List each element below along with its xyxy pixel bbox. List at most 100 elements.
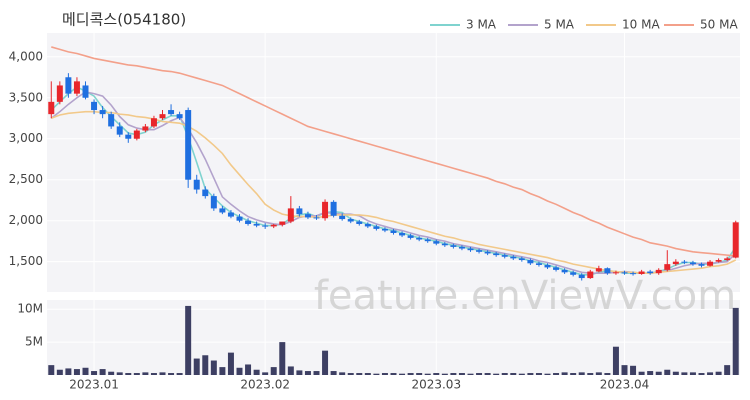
volume-bar [364, 373, 371, 375]
volume-bar [604, 373, 611, 375]
y-tick-label: 1,500 [9, 254, 43, 268]
volume-bar [544, 373, 551, 375]
candle-body [561, 269, 568, 273]
candle-body [236, 216, 243, 221]
legend-label: 10 MA [622, 18, 660, 32]
candle-body [707, 261, 714, 266]
candle-body [433, 241, 440, 244]
candle-body [698, 264, 705, 266]
candle-body [595, 268, 602, 272]
volume-bar [159, 372, 166, 375]
volume-bar [424, 373, 431, 375]
volume-bar [501, 373, 508, 375]
volume-bar [578, 372, 585, 375]
legend-label: 5 MA [544, 18, 575, 32]
watermark: feature.enViewV.com [314, 273, 736, 319]
candle-body [484, 251, 491, 254]
volume-bar [527, 373, 534, 375]
volume-bar [108, 371, 115, 375]
candle-body [647, 271, 654, 274]
candle-body [689, 262, 696, 265]
candle-body [587, 271, 594, 279]
volume-bar [595, 372, 602, 375]
volume-bar [732, 307, 739, 375]
y-tick-label: 5M [25, 335, 43, 349]
candle-body [227, 212, 234, 217]
volume-bar [245, 364, 252, 375]
candle-body [202, 189, 209, 197]
volume-bar [647, 371, 654, 375]
candle-body [65, 77, 72, 94]
candle-body [245, 220, 252, 224]
candle-body [493, 253, 500, 256]
candle-body [287, 208, 294, 222]
volume-bar [467, 373, 474, 375]
candle-body [655, 269, 662, 274]
candle-body [390, 230, 397, 233]
candle-body [724, 258, 731, 261]
candle-body [681, 261, 688, 263]
ma-line [50, 110, 737, 274]
x-tick-label: 2023.03 [411, 378, 461, 392]
candle-body [142, 126, 149, 131]
candle-body [544, 264, 551, 268]
volume-bar [56, 369, 63, 375]
volume-bar [82, 367, 89, 375]
volume-bar [287, 366, 294, 375]
volume-bar [236, 367, 243, 375]
volume-bar [270, 367, 277, 375]
candle-body [339, 215, 346, 220]
candle-body [48, 101, 55, 115]
volume-bar [65, 368, 72, 375]
volume-bar [219, 367, 226, 375]
candle-body [176, 114, 183, 119]
volume-bar [689, 372, 696, 375]
legend-label: 50 MA [700, 18, 738, 32]
candle-body [219, 208, 226, 213]
candle-body [715, 260, 722, 262]
candle-body [99, 110, 106, 115]
candle-body [116, 126, 123, 135]
volume-bar [458, 373, 465, 375]
y-tick-label: 2,000 [9, 213, 43, 227]
volume-bar [304, 371, 311, 375]
candle-body [150, 118, 157, 127]
volume-bar [210, 360, 217, 375]
candle-body [133, 130, 140, 139]
volume-bar [296, 370, 303, 375]
volume-bar [390, 373, 397, 375]
candle-body [364, 223, 371, 227]
volume-bar [416, 373, 423, 375]
candle-body [125, 134, 132, 139]
candle-body [185, 110, 192, 180]
chart-title: 메디콕스(054180) [62, 11, 186, 29]
volume-bar [279, 342, 286, 375]
candle-body [638, 271, 645, 274]
volume-bar [381, 373, 388, 375]
volume-bar [356, 373, 363, 375]
candle-body [527, 260, 534, 264]
volume-bar [48, 365, 55, 375]
volume-bar [313, 371, 320, 375]
volume-bar [450, 373, 457, 375]
candle-body [193, 179, 200, 190]
volume-bar [91, 371, 98, 375]
legend-label: 3 MA [466, 18, 497, 32]
candle-body [210, 196, 217, 209]
volume-bar [125, 373, 132, 375]
y-tick-label: 3,000 [9, 131, 43, 145]
candle-body [279, 221, 286, 225]
price-panel [47, 33, 740, 292]
x-tick-label: 2023.04 [600, 378, 650, 392]
candle-body [416, 237, 423, 240]
volume-bar [168, 373, 175, 375]
volume-bar [150, 373, 157, 375]
volume-bar [227, 352, 234, 375]
candle-body [296, 208, 303, 215]
volume-bar [553, 373, 560, 375]
volume-bar [493, 373, 500, 375]
candle-body [304, 214, 311, 218]
volume-bar [330, 371, 337, 375]
volume-bar [133, 373, 140, 375]
